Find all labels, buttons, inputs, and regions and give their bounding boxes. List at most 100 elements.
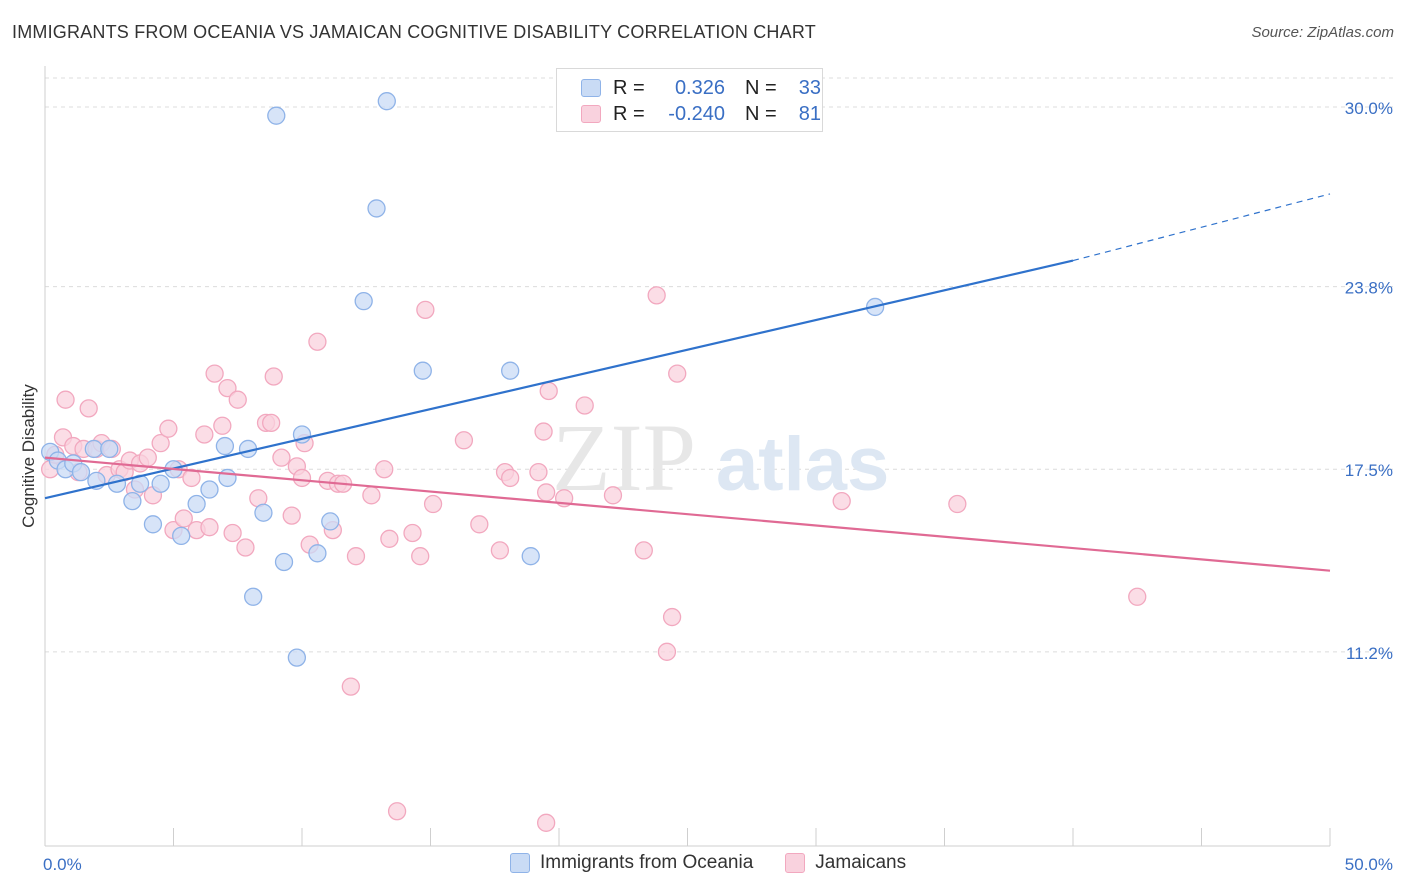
jamaican-point bbox=[159, 419, 178, 438]
oceania-point bbox=[100, 439, 119, 459]
y-tick-label: 17.5% bbox=[1345, 461, 1393, 480]
watermark: ZIP atlas bbox=[552, 404, 889, 511]
oceania-point bbox=[321, 512, 340, 531]
jamaican-point bbox=[416, 300, 435, 319]
gridlines bbox=[45, 77, 1395, 653]
oceania-point bbox=[267, 106, 286, 125]
oceania-point bbox=[200, 480, 219, 499]
chart-title: IMMIGRANTS FROM OCEANIA VS JAMAICAN COGN… bbox=[12, 22, 816, 42]
jamaican-point bbox=[79, 399, 98, 418]
legend-swatch-oceania bbox=[510, 853, 530, 873]
jamaican-point bbox=[603, 486, 623, 505]
legend-row-oceania: R = 0.326 N = 33 bbox=[581, 76, 821, 100]
jamaican-point bbox=[308, 332, 327, 351]
oceania-point bbox=[377, 92, 396, 111]
jamaican-point bbox=[174, 509, 193, 528]
jamaican-point bbox=[501, 468, 520, 488]
oceania-point bbox=[218, 468, 237, 488]
jamaican-point bbox=[236, 538, 255, 557]
jamaican-point bbox=[470, 515, 489, 534]
oceania-trend-extension bbox=[1072, 193, 1331, 262]
oceania-point bbox=[151, 474, 170, 493]
jamaican-point bbox=[537, 483, 556, 502]
jamaican-point bbox=[205, 364, 224, 383]
jamaican-point bbox=[200, 518, 219, 537]
trend-lines bbox=[44, 193, 1331, 572]
jamaican-point bbox=[195, 425, 214, 444]
oceania-point bbox=[521, 547, 540, 566]
oceania-point bbox=[254, 503, 273, 522]
legend-swatch-oceania bbox=[581, 79, 601, 97]
jamaican-point bbox=[341, 677, 360, 696]
oceania-point bbox=[215, 436, 235, 456]
jamaican-point bbox=[56, 390, 75, 409]
jamaican-point bbox=[380, 529, 399, 548]
jamaican-point bbox=[403, 523, 422, 543]
watermark-atlas: atlas bbox=[716, 422, 889, 507]
watermark-zip: ZIP bbox=[552, 404, 696, 511]
oceania-point bbox=[501, 361, 520, 380]
series-legend: Immigrants from Oceania Jamaicans bbox=[510, 852, 938, 874]
legend-n-label: N = bbox=[745, 102, 777, 125]
legend-item-jamaicans[interactable]: Jamaicans bbox=[785, 852, 906, 874]
x-tick-label: 50.0% bbox=[1345, 855, 1393, 874]
oceania-point bbox=[187, 494, 206, 514]
jamaican-point bbox=[362, 486, 381, 505]
stats-legend: R = 0.326 N = 33 R = -0.240 N = 81 bbox=[556, 68, 823, 132]
legend-swatch-jamaicans bbox=[785, 853, 806, 873]
oceania-point bbox=[123, 491, 142, 511]
y-tick-label: 30.0% bbox=[1345, 99, 1393, 118]
oceania-point bbox=[354, 292, 373, 311]
legend-row-jamaicans: R = -0.240 N = 81 bbox=[581, 102, 821, 126]
oceania-point bbox=[71, 462, 91, 482]
legend-n-label: N = bbox=[745, 76, 777, 99]
y-tick-label: 23.8% bbox=[1345, 279, 1393, 298]
jamaican-point bbox=[534, 422, 553, 441]
oceania-point bbox=[143, 515, 163, 534]
jamaican-point bbox=[228, 390, 247, 409]
oceania-point bbox=[84, 439, 103, 459]
jamaican-point bbox=[539, 381, 558, 401]
legend-item-oceania[interactable]: Immigrants from Oceania bbox=[510, 852, 753, 874]
jamaican-point bbox=[292, 468, 312, 488]
source-label: Source: ZipAtlas.com bbox=[1251, 24, 1394, 41]
jamaican-point bbox=[423, 494, 443, 514]
jamaican-point bbox=[262, 413, 281, 433]
axis-labels: 11.2% 17.5% 23.8% 30.0% 0.0% 50.0% Cognitive D… bbox=[19, 99, 1393, 874]
jamaican-point bbox=[537, 813, 556, 832]
oceania-point bbox=[413, 361, 432, 380]
jamaican-point bbox=[575, 396, 594, 415]
oceania-trend-line bbox=[44, 259, 1074, 500]
legend-r-label: R = bbox=[613, 102, 645, 125]
legend-swatch-jamaicans bbox=[581, 105, 601, 123]
jamaican-point bbox=[529, 462, 548, 482]
legend-r-value: -0.240 bbox=[668, 102, 725, 125]
jamaican-point bbox=[218, 378, 237, 398]
jamaican-point bbox=[282, 506, 301, 525]
jamaican-point bbox=[138, 448, 157, 467]
jamaican-point bbox=[634, 541, 653, 560]
oceania-point bbox=[274, 552, 294, 572]
oceania-point bbox=[308, 544, 327, 563]
legend-n-value: 81 bbox=[798, 102, 821, 125]
jamaican-point bbox=[668, 364, 687, 383]
jamaican-point bbox=[490, 541, 510, 560]
jamaican-point bbox=[151, 434, 170, 453]
legend-n-value: 33 bbox=[798, 76, 821, 99]
jamaican-point bbox=[1128, 587, 1147, 606]
legend-label-oceania: Immigrants from Oceania bbox=[540, 852, 754, 873]
legend-r-label: R = bbox=[613, 76, 645, 99]
jamaican-point bbox=[346, 547, 366, 566]
jamaican-point bbox=[454, 431, 474, 450]
y-tick-label: 11.2% bbox=[1346, 644, 1393, 663]
jamaican-point bbox=[411, 547, 430, 566]
jamaican-point bbox=[213, 416, 232, 435]
legend-label-jamaicans: Jamaicans bbox=[815, 852, 907, 873]
jamaican-point bbox=[647, 286, 666, 305]
oceania-point bbox=[367, 199, 386, 218]
legend-r-value: 0.326 bbox=[674, 76, 725, 99]
jamaican-point bbox=[264, 367, 283, 386]
points bbox=[40, 92, 1147, 832]
oceania-point bbox=[172, 526, 191, 546]
jamaican-point bbox=[272, 448, 291, 467]
